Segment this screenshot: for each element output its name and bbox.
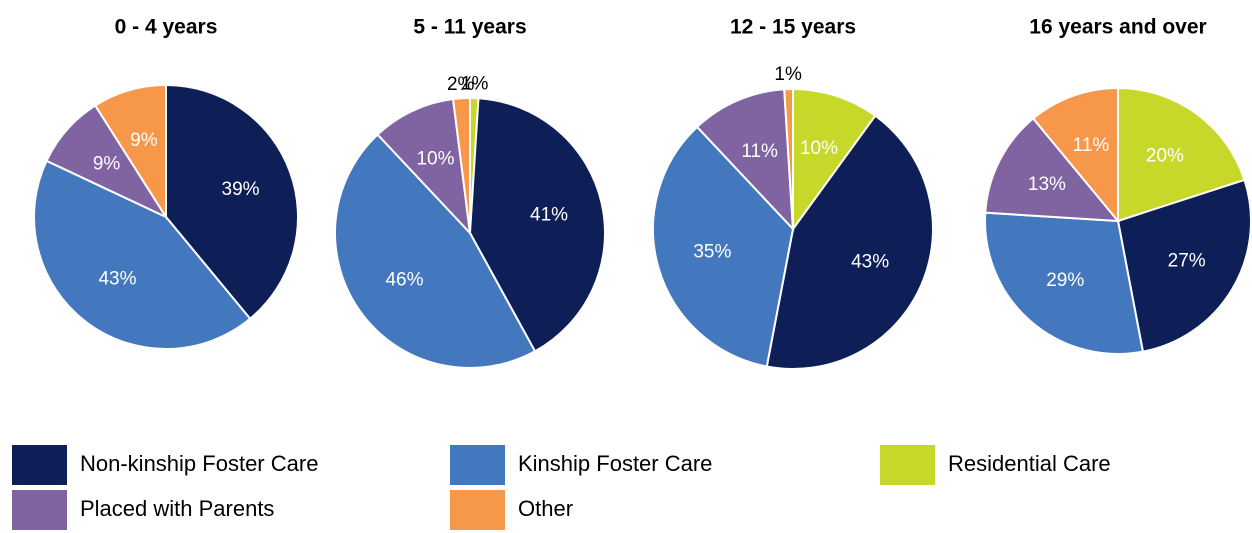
pie-slice bbox=[33, 159, 252, 350]
pie-slice bbox=[1031, 86, 1119, 224]
pie-slice bbox=[468, 97, 606, 353]
data-label: 35% bbox=[693, 241, 731, 262]
data-label: 20% bbox=[1146, 145, 1184, 166]
pie-slice bbox=[376, 97, 472, 236]
legend-swatch bbox=[880, 445, 935, 485]
pie-slice bbox=[1117, 86, 1246, 223]
pie-slice bbox=[783, 87, 794, 230]
data-label: 9% bbox=[93, 154, 121, 175]
legend-label: Placed with Parents bbox=[80, 496, 274, 521]
chart-title: 0 - 4 years bbox=[115, 16, 218, 39]
data-label: 41% bbox=[530, 204, 568, 225]
pie-slice bbox=[1116, 178, 1252, 353]
legend-swatch bbox=[12, 445, 67, 485]
chart-title: 16 years and over bbox=[1029, 16, 1206, 39]
data-label: 10% bbox=[416, 149, 454, 170]
legend-swatch bbox=[12, 490, 67, 530]
pie-slice bbox=[984, 117, 1121, 223]
pie-slice bbox=[792, 87, 877, 233]
data-label: 9% bbox=[130, 130, 158, 151]
chart-title: 5 - 11 years bbox=[413, 16, 526, 39]
data-label: 1% bbox=[774, 64, 802, 85]
data-label: 27% bbox=[1168, 251, 1206, 272]
data-label: 39% bbox=[222, 179, 260, 200]
pie-slice bbox=[765, 114, 934, 370]
pie-slice bbox=[334, 133, 537, 369]
data-label: 43% bbox=[851, 251, 889, 272]
data-label: 1% bbox=[461, 74, 489, 95]
data-label: 11% bbox=[1073, 135, 1110, 156]
chart-title: 12 - 15 years bbox=[730, 16, 856, 39]
pie-slice bbox=[93, 83, 167, 221]
pie-slice bbox=[652, 125, 795, 368]
pie-slice bbox=[451, 96, 471, 234]
legend-label: Other bbox=[518, 496, 573, 521]
data-label: 10% bbox=[800, 138, 838, 159]
pie-slice bbox=[984, 211, 1145, 355]
legend-label: Residential Care bbox=[948, 451, 1111, 476]
pie-slice bbox=[165, 83, 299, 321]
pie-slice bbox=[695, 88, 795, 232]
legend-swatch bbox=[450, 445, 505, 485]
data-label: 13% bbox=[1028, 174, 1066, 195]
data-label: 11% bbox=[741, 141, 778, 162]
legend-label: Non-kinship Foster Care bbox=[80, 451, 318, 476]
data-label: 2% bbox=[447, 74, 475, 95]
legend-label: Kinship Foster Care bbox=[518, 451, 712, 476]
data-label: 46% bbox=[385, 270, 423, 291]
data-label: 29% bbox=[1046, 270, 1084, 291]
data-label: 43% bbox=[98, 269, 136, 290]
legend-swatch bbox=[450, 490, 505, 530]
